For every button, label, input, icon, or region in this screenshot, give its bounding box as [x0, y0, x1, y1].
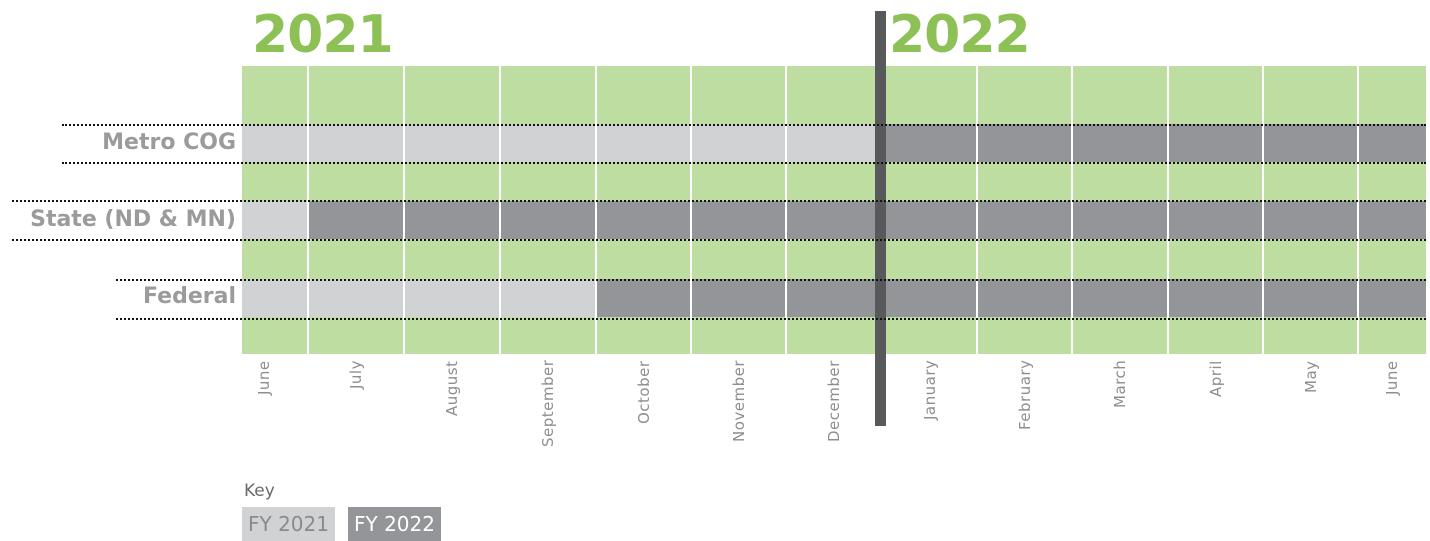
- month-separator: [595, 66, 597, 354]
- year-divider-bar: [875, 11, 886, 426]
- schedule-cell: [1358, 279, 1426, 317]
- month-separator: [1167, 66, 1169, 354]
- schedule-cell: [596, 279, 691, 317]
- key-fy2021-swatch: FY 2021: [242, 507, 335, 541]
- schedule-cell: [1358, 201, 1426, 239]
- month-separator: [403, 66, 405, 354]
- schedule-cell: [242, 124, 308, 162]
- schedule-cell: [882, 279, 977, 317]
- schedule-cell: [404, 201, 500, 239]
- schedule-cell: [1358, 124, 1426, 162]
- schedule-cell: [1263, 124, 1358, 162]
- schedule-cell: [404, 124, 500, 162]
- schedule-cell: [977, 201, 1072, 239]
- row-border-top-state: [12, 200, 1426, 202]
- month-label: June: [1383, 360, 1401, 395]
- month-label: May: [1301, 360, 1320, 393]
- schedule-cell: [1072, 279, 1168, 317]
- schedule-cell: [308, 124, 404, 162]
- key-title: Key: [244, 481, 275, 501]
- month-label: December: [825, 360, 843, 442]
- schedule-cell: [1263, 279, 1358, 317]
- month-label: January: [920, 359, 939, 420]
- schedule-cell: [404, 279, 500, 317]
- schedule-cell: [500, 124, 596, 162]
- schedule-cell: [242, 279, 308, 317]
- month-separator: [1071, 66, 1073, 354]
- schedule-cell: [596, 201, 691, 239]
- key-fy2022-swatch: FY 2022: [348, 507, 441, 541]
- schedule-cell: [977, 124, 1072, 162]
- schedule-cell: [1072, 124, 1168, 162]
- schedule-cell: [500, 201, 596, 239]
- row-border-bottom-metro-cog: [62, 162, 1426, 164]
- schedule-cell: [1263, 201, 1358, 239]
- row-border-top-federal: [116, 279, 1426, 281]
- month-separator: [307, 66, 309, 354]
- month-label: June: [255, 360, 273, 395]
- schedule-cell: [786, 124, 882, 162]
- month-label: September: [539, 359, 557, 447]
- month-separator: [690, 66, 692, 354]
- month-label: March: [1111, 359, 1129, 408]
- schedule-cell: [882, 201, 977, 239]
- schedule-cell: [977, 279, 1072, 317]
- month-label: October: [634, 360, 653, 424]
- schedule-cell: [1072, 201, 1168, 239]
- month-separator: [499, 66, 501, 354]
- timeline-grid: [242, 66, 1426, 354]
- schedule-cell: [786, 279, 882, 317]
- row-border-bottom-federal: [116, 318, 1426, 320]
- year-2021-heading: 2021: [252, 5, 394, 65]
- schedule-cell: [1168, 201, 1263, 239]
- schedule-cell: [308, 201, 404, 239]
- year-2022-heading: 2022: [889, 5, 1031, 65]
- schedule-cell: [242, 201, 308, 239]
- month-separator: [1357, 66, 1359, 354]
- row-label-metro-cog: Metro COG: [102, 130, 236, 155]
- month-label: November: [729, 359, 748, 442]
- schedule-cell: [691, 124, 786, 162]
- month-separator: [1262, 66, 1264, 354]
- month-label: August: [443, 360, 461, 417]
- schedule-cell: [786, 201, 882, 239]
- schedule-cell: [500, 279, 596, 317]
- row-label-state: State (ND & MN): [30, 207, 236, 232]
- month-label: April: [1206, 360, 1225, 397]
- row-label-federal: Federal: [143, 284, 236, 309]
- schedule-cell: [882, 124, 977, 162]
- schedule-cell: [691, 279, 786, 317]
- month-label: February: [1015, 359, 1034, 430]
- schedule-cell: [1168, 124, 1263, 162]
- month-separator: [976, 66, 978, 354]
- schedule-cell: [691, 201, 786, 239]
- schedule-cell: [596, 124, 691, 162]
- row-border-bottom-state: [12, 239, 1426, 241]
- row-border-top-metro-cog: [62, 124, 1426, 126]
- schedule-cell: [308, 279, 404, 317]
- month-separator: [785, 66, 787, 354]
- month-label: July: [347, 360, 365, 389]
- schedule-cell: [1168, 279, 1263, 317]
